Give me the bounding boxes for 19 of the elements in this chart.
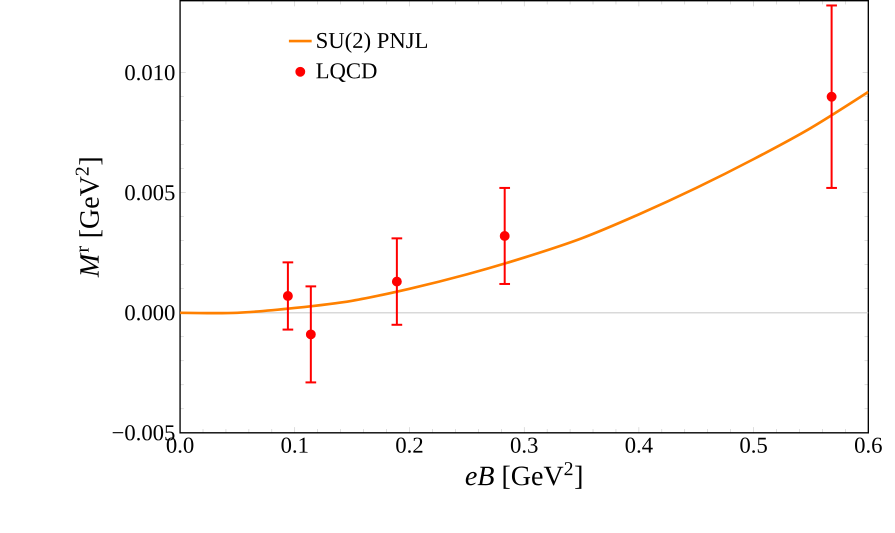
point [500,231,510,241]
point [826,92,837,102]
x-tick-label: 0.2 [396,438,422,453]
line-series [180,90,868,314]
x-tick-label: 0.3 [510,438,538,453]
y-tick-label: 0.005 [125,185,174,200]
x-tick-label: 0.5 [740,438,767,453]
legend-label: SU(2) PNJL [317,32,428,53]
point [392,276,402,287]
point [306,330,316,340]
x-tick-label: 0.4 [626,438,653,453]
legend-label: LQCD [316,63,376,82]
x-tick-label: 0.6 [855,438,882,453]
point [282,291,293,301]
x-axis-title: eB [GeV$^{2}$] [466,462,582,489]
y-axis-title: M$^{r}$ [GeV$^{2}$] [76,158,102,278]
y-tick-label: 0.010 [125,65,175,80]
x-tick-label: 0.1 [281,438,308,453]
y-tick-label: 0.000 [125,305,175,321]
